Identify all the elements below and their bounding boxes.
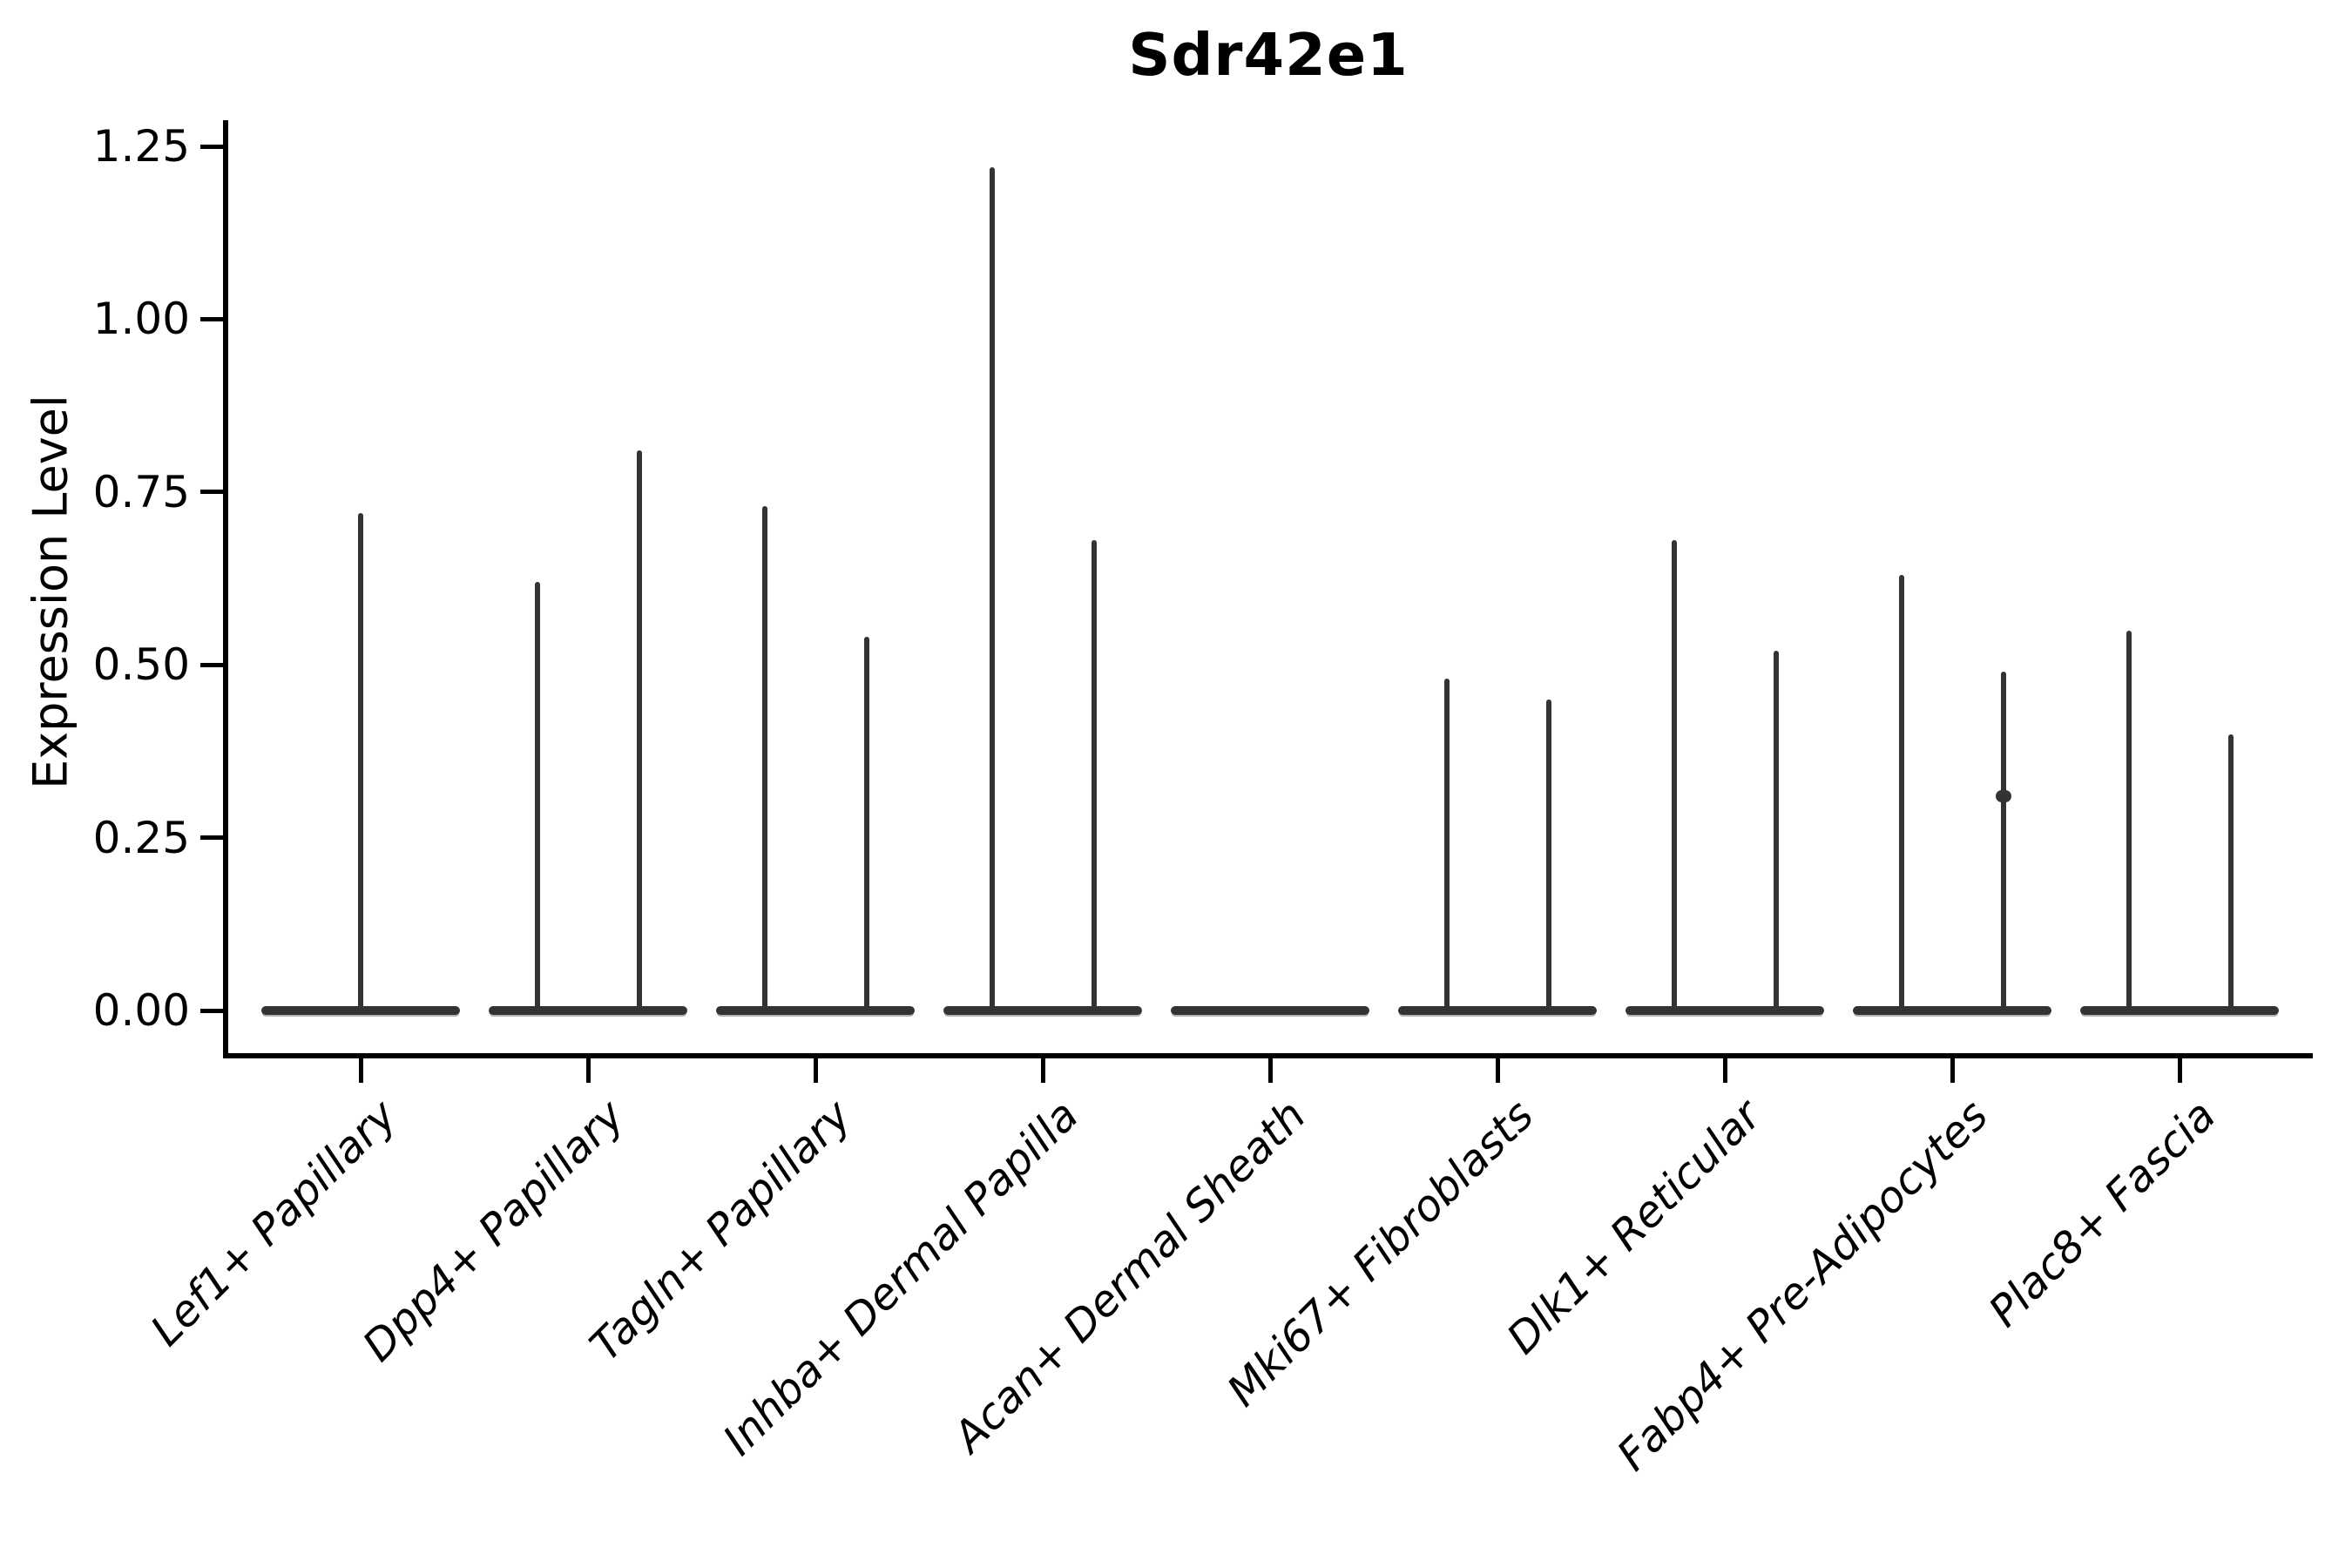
- y-tick: [200, 835, 223, 841]
- y-tick: [200, 662, 223, 667]
- x-tick: [1950, 1058, 1955, 1083]
- x-tick: [358, 1058, 363, 1083]
- y-tick: [200, 144, 223, 149]
- violin-body: [1625, 1006, 1824, 1015]
- violin-spike: [1092, 540, 1097, 1010]
- violin-spike: [1899, 575, 1904, 1010]
- violin-body: [1853, 1006, 2051, 1015]
- violin-body: [1171, 1006, 1369, 1015]
- violin-spike: [535, 581, 540, 1010]
- violin-spike: [1546, 699, 1551, 1010]
- violin-spike: [2228, 733, 2234, 1010]
- violin-spike: [1672, 540, 1677, 1010]
- violin-body: [261, 1006, 460, 1015]
- violin-spike: [1774, 651, 1779, 1010]
- violin-body: [943, 1006, 1142, 1015]
- violin-spike-bump: [1996, 789, 2011, 802]
- violin-spike: [358, 512, 363, 1010]
- violin-body: [716, 1006, 915, 1015]
- violin-body: [489, 1006, 687, 1015]
- y-tick-label: 1.25: [92, 121, 190, 172]
- violin-spike: [2001, 672, 2006, 1010]
- x-tick: [1040, 1058, 1045, 1083]
- x-tick-label: Fabp4+ Pre-Adipocytes: [1607, 1090, 1998, 1481]
- violin-spike: [990, 166, 995, 1010]
- y-tick: [200, 490, 223, 495]
- x-tick: [1267, 1058, 1273, 1083]
- y-tick-label: 1.00: [92, 294, 190, 345]
- x-tick: [585, 1058, 591, 1083]
- x-tick-label: Lef1+ Papillary: [140, 1090, 407, 1356]
- violin-spike: [864, 637, 869, 1010]
- x-tick: [1495, 1058, 1500, 1083]
- x-tick: [1722, 1058, 1727, 1083]
- violin-body: [2080, 1006, 2279, 1015]
- y-axis-label: Expression Level: [23, 395, 78, 789]
- y-tick: [200, 316, 223, 321]
- x-tick: [813, 1058, 818, 1083]
- x-tick: [2177, 1058, 2182, 1083]
- y-axis-spine: [223, 120, 228, 1058]
- y-tick-label: 0.00: [92, 985, 190, 1036]
- chart-title: Sdr42e1: [1128, 21, 1409, 89]
- y-tick-label: 0.75: [92, 466, 190, 517]
- x-tick-label: Plac8+ Fascia: [1978, 1090, 2226, 1337]
- y-tick-label: 0.50: [92, 639, 190, 691]
- y-tick: [200, 1008, 223, 1013]
- x-tick-label: Dlk1+ Reticular: [1497, 1090, 1771, 1364]
- y-tick-label: 0.25: [92, 812, 190, 863]
- violin-spike: [762, 505, 767, 1010]
- violin-body: [1398, 1006, 1597, 1015]
- violin-spike: [1444, 679, 1450, 1010]
- violin-spike: [2126, 630, 2132, 1010]
- x-axis-spine: [223, 1053, 2313, 1058]
- violin-spike: [637, 450, 642, 1010]
